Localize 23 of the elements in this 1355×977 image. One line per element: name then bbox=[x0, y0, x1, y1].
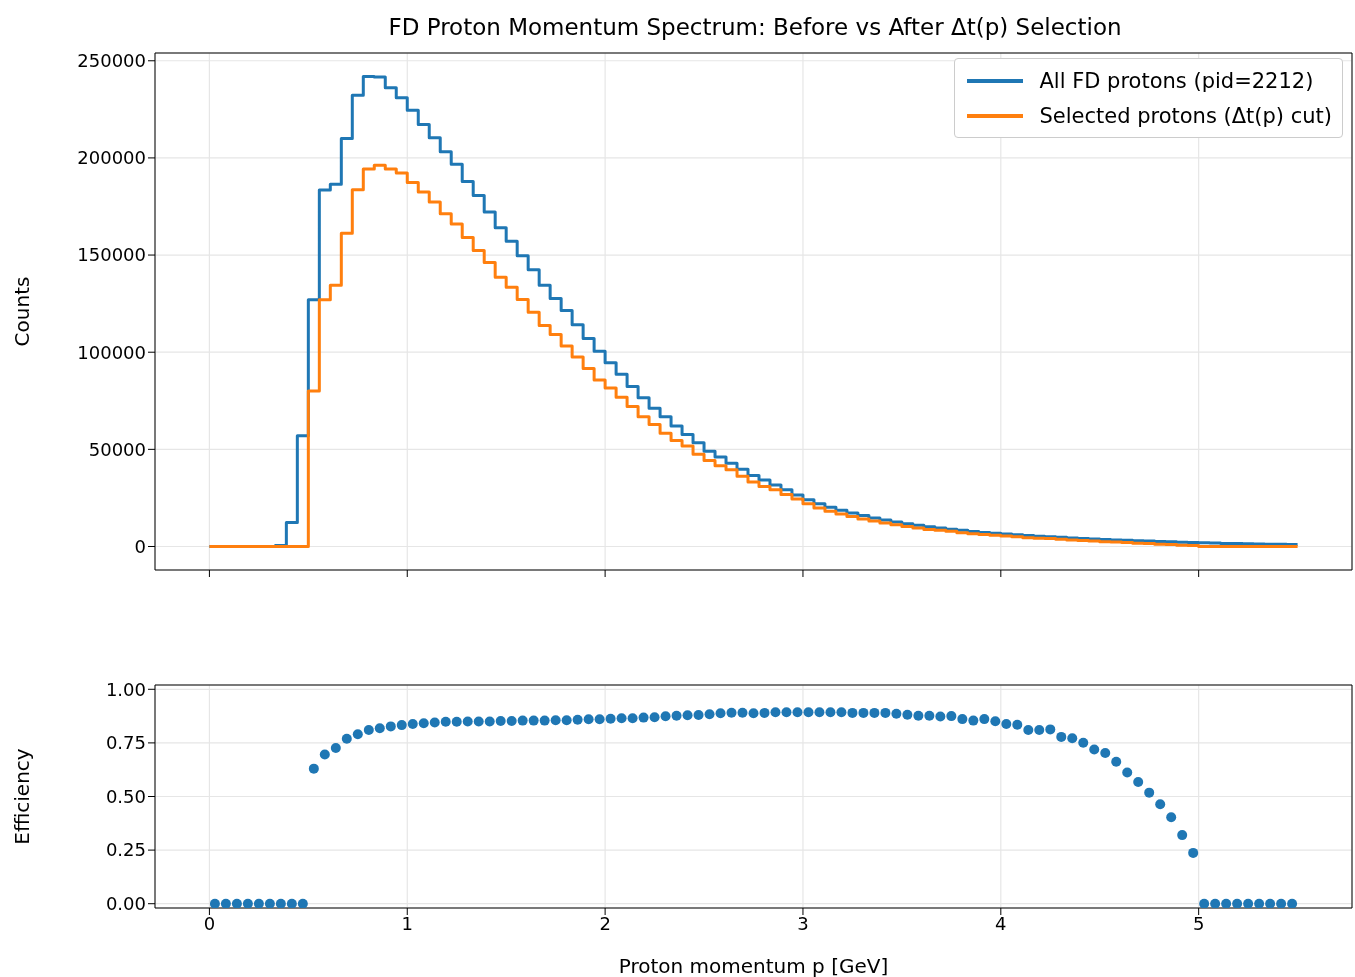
y-tick-label: 100000 bbox=[77, 341, 146, 363]
x-tick-label: 4 bbox=[995, 912, 1007, 934]
x-tick-label: 0 bbox=[203, 912, 216, 934]
x-tick-label: 3 bbox=[797, 912, 809, 934]
chart-title: FD Proton Momentum Spectrum: Before vs After Δt(p) Selection bbox=[387, 14, 1123, 40]
y-tick-label: 50000 bbox=[88, 438, 146, 460]
x-tick-label: 1 bbox=[401, 912, 413, 934]
legend-label: All FD protons (pid=2212) bbox=[1039, 68, 1314, 93]
y-axis-title: Efficiency bbox=[10, 748, 35, 845]
y-tick-label: 0.25 bbox=[105, 839, 146, 861]
y-tick-label: 0 bbox=[134, 535, 146, 557]
y-tick-label: 250000 bbox=[77, 50, 146, 72]
y-tick-label: 0.50 bbox=[105, 785, 146, 807]
y-tick-label: 1.00 bbox=[105, 678, 146, 700]
y-tick-label: 150000 bbox=[77, 244, 146, 266]
y-axis-title: Counts bbox=[10, 276, 35, 347]
x-tick-label: 2 bbox=[599, 912, 611, 934]
y-tick-label: 0.75 bbox=[105, 732, 146, 754]
x-axis-title: Proton momentum p [GeV] bbox=[618, 954, 889, 977]
legend-label: Selected protons (Δt(p) cut) bbox=[1039, 103, 1332, 128]
x-tick-label: 5 bbox=[1192, 912, 1205, 934]
y-tick-label: 0.00 bbox=[105, 893, 146, 915]
y-tick-label: 200000 bbox=[77, 147, 146, 169]
